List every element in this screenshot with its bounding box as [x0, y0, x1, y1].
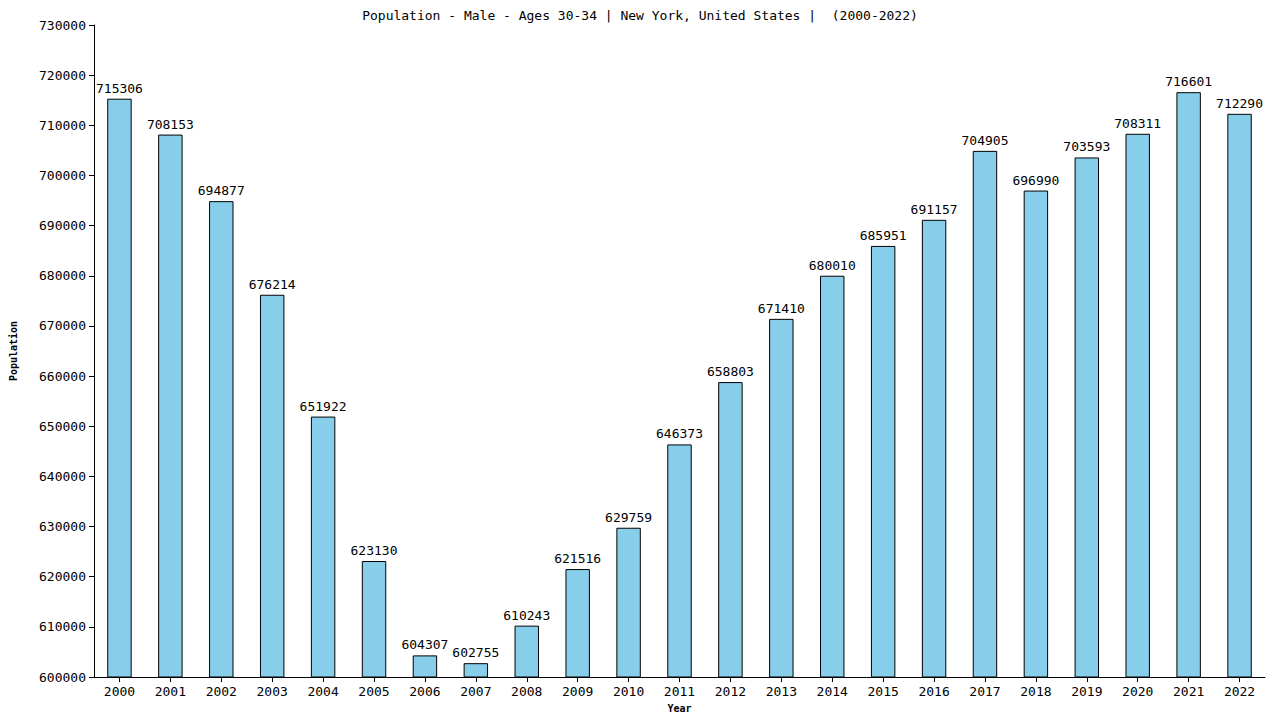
- svg-text:680010: 680010: [809, 258, 856, 273]
- svg-text:691157: 691157: [911, 202, 958, 217]
- svg-text:Population: Population: [8, 321, 19, 381]
- svg-text:700000: 700000: [39, 168, 86, 183]
- svg-text:730000: 730000: [39, 18, 86, 33]
- svg-text:650000: 650000: [39, 419, 86, 434]
- svg-text:2012: 2012: [715, 684, 746, 699]
- svg-text:708311: 708311: [1114, 116, 1161, 131]
- svg-text:670000: 670000: [39, 318, 86, 333]
- svg-text:690000: 690000: [39, 218, 86, 233]
- svg-text:620000: 620000: [39, 569, 86, 584]
- svg-text:712290: 712290: [1216, 96, 1263, 111]
- svg-text:2003: 2003: [257, 684, 288, 699]
- svg-text:623130: 623130: [351, 543, 398, 558]
- svg-text:716601: 716601: [1165, 74, 1212, 89]
- svg-text:640000: 640000: [39, 469, 86, 484]
- svg-text:646373: 646373: [656, 426, 703, 441]
- svg-text:2001: 2001: [155, 684, 186, 699]
- svg-text:2016: 2016: [918, 684, 949, 699]
- svg-text:2000: 2000: [104, 684, 135, 699]
- svg-text:671410: 671410: [758, 301, 805, 316]
- svg-text:696990: 696990: [1012, 173, 1059, 188]
- svg-text:602755: 602755: [452, 645, 499, 660]
- svg-text:Population - Male - Ages 30-34: Population - Male - Ages 30-34 | New Yor…: [362, 8, 918, 23]
- svg-text:2020: 2020: [1122, 684, 1153, 699]
- svg-text:658803: 658803: [707, 364, 754, 379]
- svg-text:2015: 2015: [867, 684, 898, 699]
- svg-text:2019: 2019: [1071, 684, 1102, 699]
- svg-text:2005: 2005: [358, 684, 389, 699]
- svg-text:651922: 651922: [300, 399, 347, 414]
- svg-text:630000: 630000: [39, 519, 86, 534]
- svg-text:2018: 2018: [1020, 684, 1051, 699]
- svg-text:710000: 710000: [39, 118, 86, 133]
- svg-text:703593: 703593: [1063, 139, 1110, 154]
- svg-text:680000: 680000: [39, 268, 86, 283]
- svg-text:621516: 621516: [554, 551, 601, 566]
- svg-text:2010: 2010: [613, 684, 644, 699]
- svg-text:2009: 2009: [562, 684, 593, 699]
- svg-text:2022: 2022: [1224, 684, 1255, 699]
- svg-text:720000: 720000: [39, 68, 86, 83]
- svg-text:660000: 660000: [39, 369, 86, 384]
- svg-text:2004: 2004: [307, 684, 338, 699]
- svg-text:2002: 2002: [206, 684, 237, 699]
- svg-text:694877: 694877: [198, 183, 245, 198]
- svg-text:685951: 685951: [860, 228, 907, 243]
- svg-text:2014: 2014: [817, 684, 848, 699]
- svg-text:2013: 2013: [766, 684, 797, 699]
- svg-text:600000: 600000: [39, 670, 86, 685]
- svg-text:2021: 2021: [1173, 684, 1204, 699]
- svg-text:2011: 2011: [664, 684, 695, 699]
- svg-text:708153: 708153: [147, 117, 194, 132]
- svg-text:2017: 2017: [969, 684, 1000, 699]
- svg-text:2006: 2006: [409, 684, 440, 699]
- svg-text:715306: 715306: [96, 81, 143, 96]
- svg-text:704905: 704905: [961, 133, 1008, 148]
- svg-text:629759: 629759: [605, 510, 652, 525]
- svg-text:610243: 610243: [503, 608, 550, 623]
- svg-text:2007: 2007: [460, 684, 491, 699]
- svg-text:610000: 610000: [39, 619, 86, 634]
- svg-text:Year: Year: [667, 703, 691, 714]
- svg-text:2008: 2008: [511, 684, 542, 699]
- svg-text:676214: 676214: [249, 277, 296, 292]
- svg-text:604307: 604307: [401, 637, 448, 652]
